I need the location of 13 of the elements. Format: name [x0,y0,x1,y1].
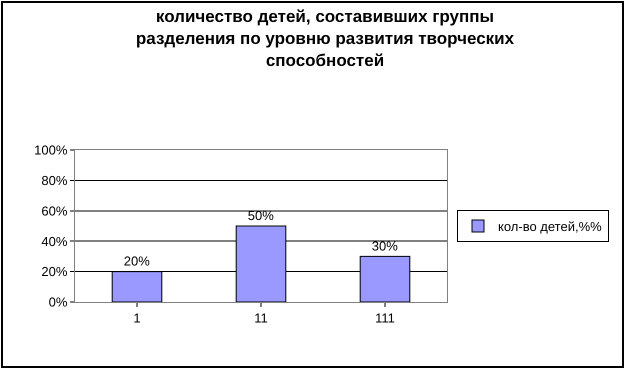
text: 20% [124,254,150,269]
legend-label: кол-во детей,%% [498,219,602,234]
chart-title: количество детей, составивших группы разделения по уровню развития творческих способностей [136,7,515,70]
y-tick-label: 40% [41,234,68,249]
x-tick-label: 11 [254,310,268,326]
y-tick-label: 80% [41,172,68,188]
x-tick-label: 1 [133,310,141,326]
y-tick-label: 20% [41,264,68,280]
y-tick-label: 60% [41,203,68,218]
x-tick-label: 111 [375,310,395,326]
text: 30% [372,238,398,254]
y-tick-label: 0% [48,294,68,310]
y-tick-label: 100% [34,142,68,158]
